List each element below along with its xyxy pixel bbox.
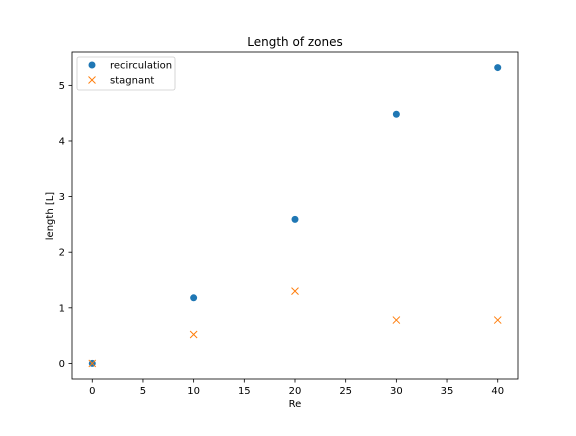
x-tick-label: 0 — [89, 386, 95, 397]
y-tick-label: 3 — [59, 192, 65, 203]
x-tick-label: 15 — [238, 386, 251, 397]
legend-marker-stagnant — [88, 76, 96, 84]
x-tick-label: 20 — [289, 386, 302, 397]
stagnant-point — [291, 287, 299, 295]
x-tick-label: 40 — [491, 386, 504, 397]
x-tick-label: 5 — [140, 386, 146, 397]
y-tick-label: 1 — [59, 303, 65, 314]
x-tick-label: 35 — [441, 386, 454, 397]
recirculation-point — [291, 215, 299, 223]
y-axis-label: length [L] — [45, 192, 56, 241]
y-tick-label: 2 — [59, 248, 65, 259]
plot-frame — [71, 51, 519, 380]
recirculation-point — [190, 294, 198, 302]
stagnant-point — [493, 316, 502, 324]
chart-title: Length of zones — [247, 35, 342, 49]
legend-label-stagnant: stagnant — [110, 76, 154, 87]
stagnant-point — [392, 316, 401, 324]
x-tick-label: 10 — [187, 386, 200, 397]
x-tick-label: 30 — [390, 386, 403, 397]
y-tick-label: 0 — [59, 359, 65, 370]
y-tick-label: 5 — [59, 81, 65, 92]
data-marks — [88, 64, 502, 368]
axis-ticks: 0 5 10 15 20 25 30 35 40 0 1 2 3 4 5 — [59, 81, 504, 397]
legend-marker-recirculation — [88, 61, 96, 69]
recirculation-point — [392, 110, 400, 118]
legend-label-recirculation: recirculation — [110, 61, 172, 72]
legend-box — [76, 56, 176, 91]
y-tick-label: 4 — [59, 136, 65, 147]
stagnant-point — [88, 359, 97, 368]
recirculation-point — [494, 64, 502, 72]
stagnant-point — [189, 330, 198, 339]
x-axis-label: Re — [289, 399, 302, 410]
legend: recirculation stagnant — [76, 56, 176, 91]
series-stagnant — [88, 287, 502, 368]
x-tick-label: 25 — [339, 386, 352, 397]
